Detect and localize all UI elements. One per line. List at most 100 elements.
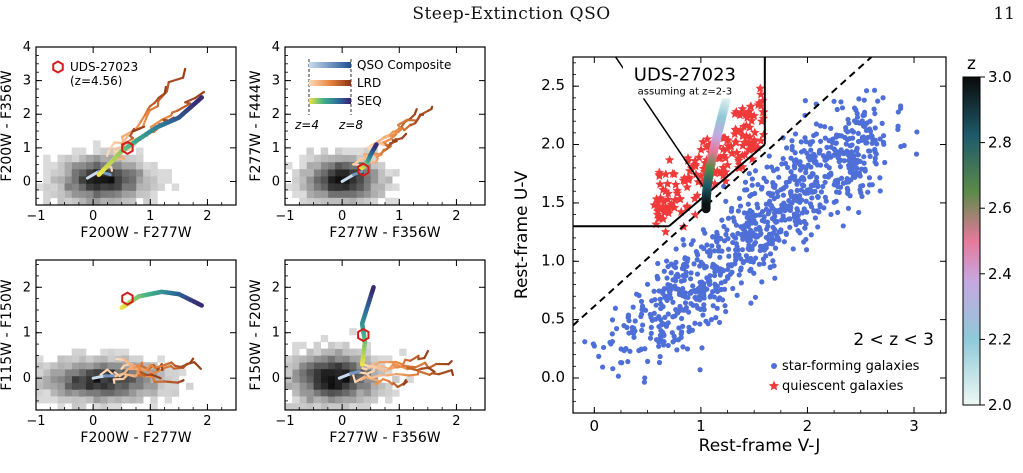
density-cell	[157, 369, 165, 377]
density-cell	[406, 375, 414, 384]
lrd-track	[368, 365, 380, 369]
star-forming-galaxy-point	[642, 346, 648, 352]
star-forming-galaxy-point	[740, 226, 746, 232]
star-forming-galaxy-point	[657, 296, 663, 302]
star-forming-galaxy-point	[673, 246, 679, 252]
lrd-track	[157, 92, 166, 100]
star-forming-galaxy-point	[735, 208, 741, 214]
star-forming-galaxy-point	[861, 112, 867, 118]
quiescent-galaxy-point	[664, 155, 675, 165]
density-cell	[43, 183, 51, 191]
density-cell	[50, 375, 58, 384]
star-forming-galaxy-point	[626, 318, 632, 324]
quiescent-galaxy-point	[683, 175, 694, 185]
star-forming-galaxy-point	[711, 248, 718, 254]
density-cell	[143, 369, 151, 377]
density-cell	[71, 362, 80, 370]
density-cell	[306, 176, 314, 184]
colorbar-tick-label: 2.2	[988, 330, 1012, 348]
density-cell	[164, 375, 173, 384]
density-cell	[385, 355, 393, 363]
lrd-track	[139, 114, 146, 124]
star-forming-galaxy-point	[730, 285, 736, 292]
annotation-subtitle: assuming at z=2-3	[638, 86, 732, 97]
star-forming-galaxy-point	[848, 149, 855, 155]
density-cell	[157, 389, 165, 397]
density-cell	[43, 176, 51, 184]
density-cell	[50, 176, 58, 184]
star-forming-galaxy-point	[877, 175, 883, 181]
star-forming-galaxy-point	[737, 203, 744, 209]
density-cell	[86, 382, 94, 390]
quiescent-galaxy-point	[758, 106, 768, 116]
star-forming-galaxy-point	[582, 339, 588, 345]
star-forming-galaxy-point	[710, 234, 716, 240]
quiescent-galaxy-point	[658, 214, 668, 224]
star-forming-galaxy-point	[815, 184, 821, 190]
density-cell	[121, 382, 130, 390]
quiescent-galaxy-point	[737, 130, 748, 140]
star-forming-galaxy-point	[640, 305, 646, 311]
density-cell	[349, 375, 357, 384]
density-cell	[50, 382, 58, 390]
quiescent-galaxy-point	[756, 135, 766, 145]
density-cell	[107, 382, 115, 390]
star-forming-galaxy-point	[703, 318, 709, 324]
density-cell	[64, 362, 73, 370]
density-cell	[64, 396, 73, 404]
density-cell	[164, 176, 173, 184]
quiescent-galaxy-point	[735, 110, 745, 120]
density-cell	[356, 197, 364, 205]
star-forming-galaxy-point	[716, 319, 723, 326]
star-forming-galaxy-point	[831, 98, 837, 104]
density-cell	[363, 190, 372, 199]
star-forming-galaxy-point	[694, 257, 700, 263]
quiescent-galaxy-point	[737, 108, 747, 118]
density-cell	[78, 197, 87, 205]
density-cell	[86, 362, 94, 370]
density-cell	[306, 362, 314, 370]
lrd-track	[417, 370, 431, 376]
colorbar-tick-label: 3.0	[988, 68, 1012, 86]
quiescent-galaxy-point	[755, 83, 765, 93]
lrd-track	[364, 375, 382, 383]
density-cell	[107, 403, 115, 410]
lrd-track	[366, 369, 375, 375]
star-forming-galaxy-point	[822, 124, 828, 130]
density-cell	[342, 403, 350, 410]
density-cell	[107, 389, 115, 397]
star-forming-galaxy-point	[774, 218, 780, 225]
star-forming-galaxy-point	[840, 223, 846, 229]
star-forming-galaxy-point	[783, 179, 789, 186]
quiescent-galaxy-point	[696, 144, 706, 154]
star-forming-galaxy-point	[880, 95, 886, 101]
star-forming-galaxy-point	[680, 263, 686, 269]
density-cell	[71, 403, 80, 410]
lrd-track	[113, 372, 126, 378]
star-forming-galaxy-point	[680, 344, 686, 350]
star-forming-galaxy-point	[849, 128, 855, 134]
density-cell	[299, 176, 307, 184]
star-forming-galaxy-point	[866, 175, 873, 181]
star-forming-galaxy-point	[788, 188, 794, 195]
density-cell	[100, 197, 108, 205]
y-tick-label: 2.0	[541, 135, 565, 153]
star-forming-galaxy-point	[773, 207, 779, 214]
density-cell	[157, 183, 165, 191]
star-forming-galaxy-point	[882, 159, 888, 166]
density-cell	[320, 382, 329, 390]
density-cell	[128, 389, 137, 397]
quiescent-galaxy-point	[675, 193, 685, 203]
star-forming-galaxy-point	[814, 174, 820, 181]
density-cell	[320, 396, 329, 404]
star-forming-galaxy-point	[714, 232, 720, 238]
star-forming-galaxy-point	[837, 164, 844, 170]
quiescent-galaxy-point	[658, 184, 668, 194]
density-cell	[292, 190, 300, 199]
lrd-track	[431, 372, 440, 376]
density-cell	[64, 169, 73, 177]
density-cell	[121, 396, 130, 404]
density-cell	[292, 348, 300, 356]
star-forming-galaxy-point	[781, 200, 787, 206]
density-cell	[157, 375, 165, 384]
